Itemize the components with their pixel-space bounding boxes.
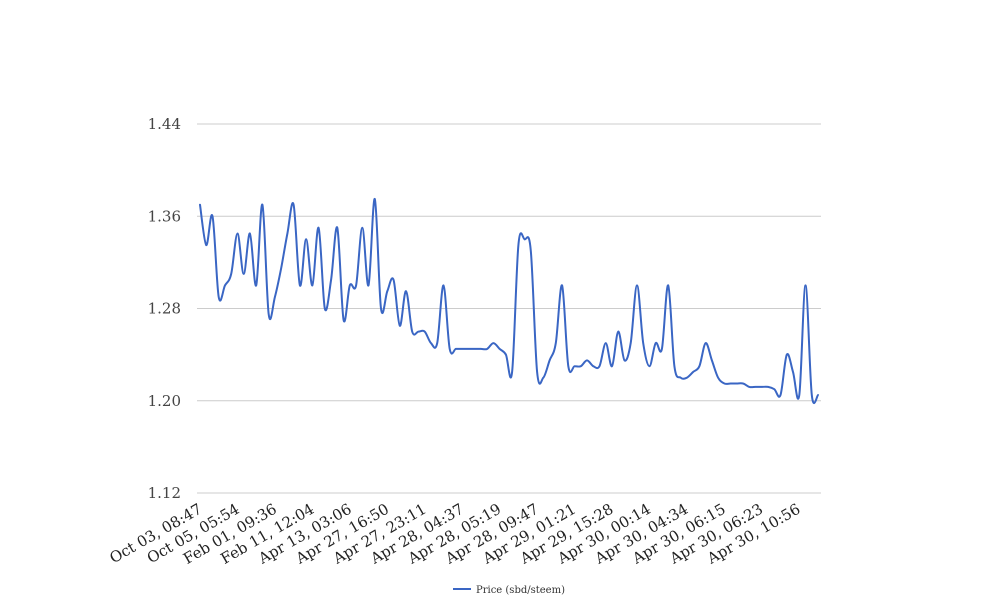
y-axis-tick-labels: 1.12 1.20 1.28 1.36 1.44: [148, 115, 181, 502]
legend-label: Price (sbd/steem): [476, 585, 565, 596]
y-tick-label: 1.44: [148, 115, 181, 133]
series-layer: [199, 197, 819, 404]
y-tick-label: 1.12: [148, 484, 181, 502]
legend[interactable]: Price (sbd/steem): [453, 585, 565, 596]
y-tick-label: 1.36: [148, 207, 181, 225]
y-tick-label: 1.20: [148, 392, 181, 410]
grid-lines: [197, 123, 821, 494]
series-line-price: [199, 197, 819, 404]
y-tick-label: 1.28: [148, 300, 181, 318]
